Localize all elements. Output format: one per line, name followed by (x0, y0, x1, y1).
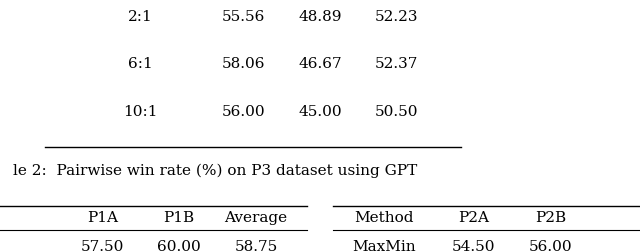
Text: P1A: P1A (87, 211, 118, 225)
Text: 58.75: 58.75 (234, 240, 278, 252)
Text: P2A: P2A (458, 211, 489, 225)
Text: 48.89: 48.89 (298, 10, 342, 24)
Text: 55.56: 55.56 (221, 10, 265, 24)
Text: 54.50: 54.50 (452, 240, 495, 252)
Text: 60.00: 60.00 (157, 240, 201, 252)
Text: 56.00: 56.00 (529, 240, 572, 252)
Text: Method: Method (355, 211, 413, 225)
Text: 57.50: 57.50 (81, 240, 124, 252)
Text: 52.37: 52.37 (375, 57, 419, 71)
Text: 56.00: 56.00 (221, 105, 265, 118)
Text: 46.67: 46.67 (298, 57, 342, 71)
Text: 10:1: 10:1 (124, 105, 158, 118)
Text: 50.50: 50.50 (375, 105, 419, 118)
Text: le 2:  Pairwise win rate (%) on P3 dataset using GPT: le 2: Pairwise win rate (%) on P3 datase… (13, 164, 417, 178)
Text: Average: Average (225, 211, 287, 225)
Text: P2B: P2B (535, 211, 566, 225)
Text: 2:1: 2:1 (129, 10, 153, 24)
Text: 52.23: 52.23 (375, 10, 419, 24)
Text: 58.06: 58.06 (221, 57, 265, 71)
Text: 6:1: 6:1 (129, 57, 153, 71)
Text: P1B: P1B (164, 211, 195, 225)
Text: MaxMin: MaxMin (352, 240, 416, 252)
Text: 45.00: 45.00 (298, 105, 342, 118)
